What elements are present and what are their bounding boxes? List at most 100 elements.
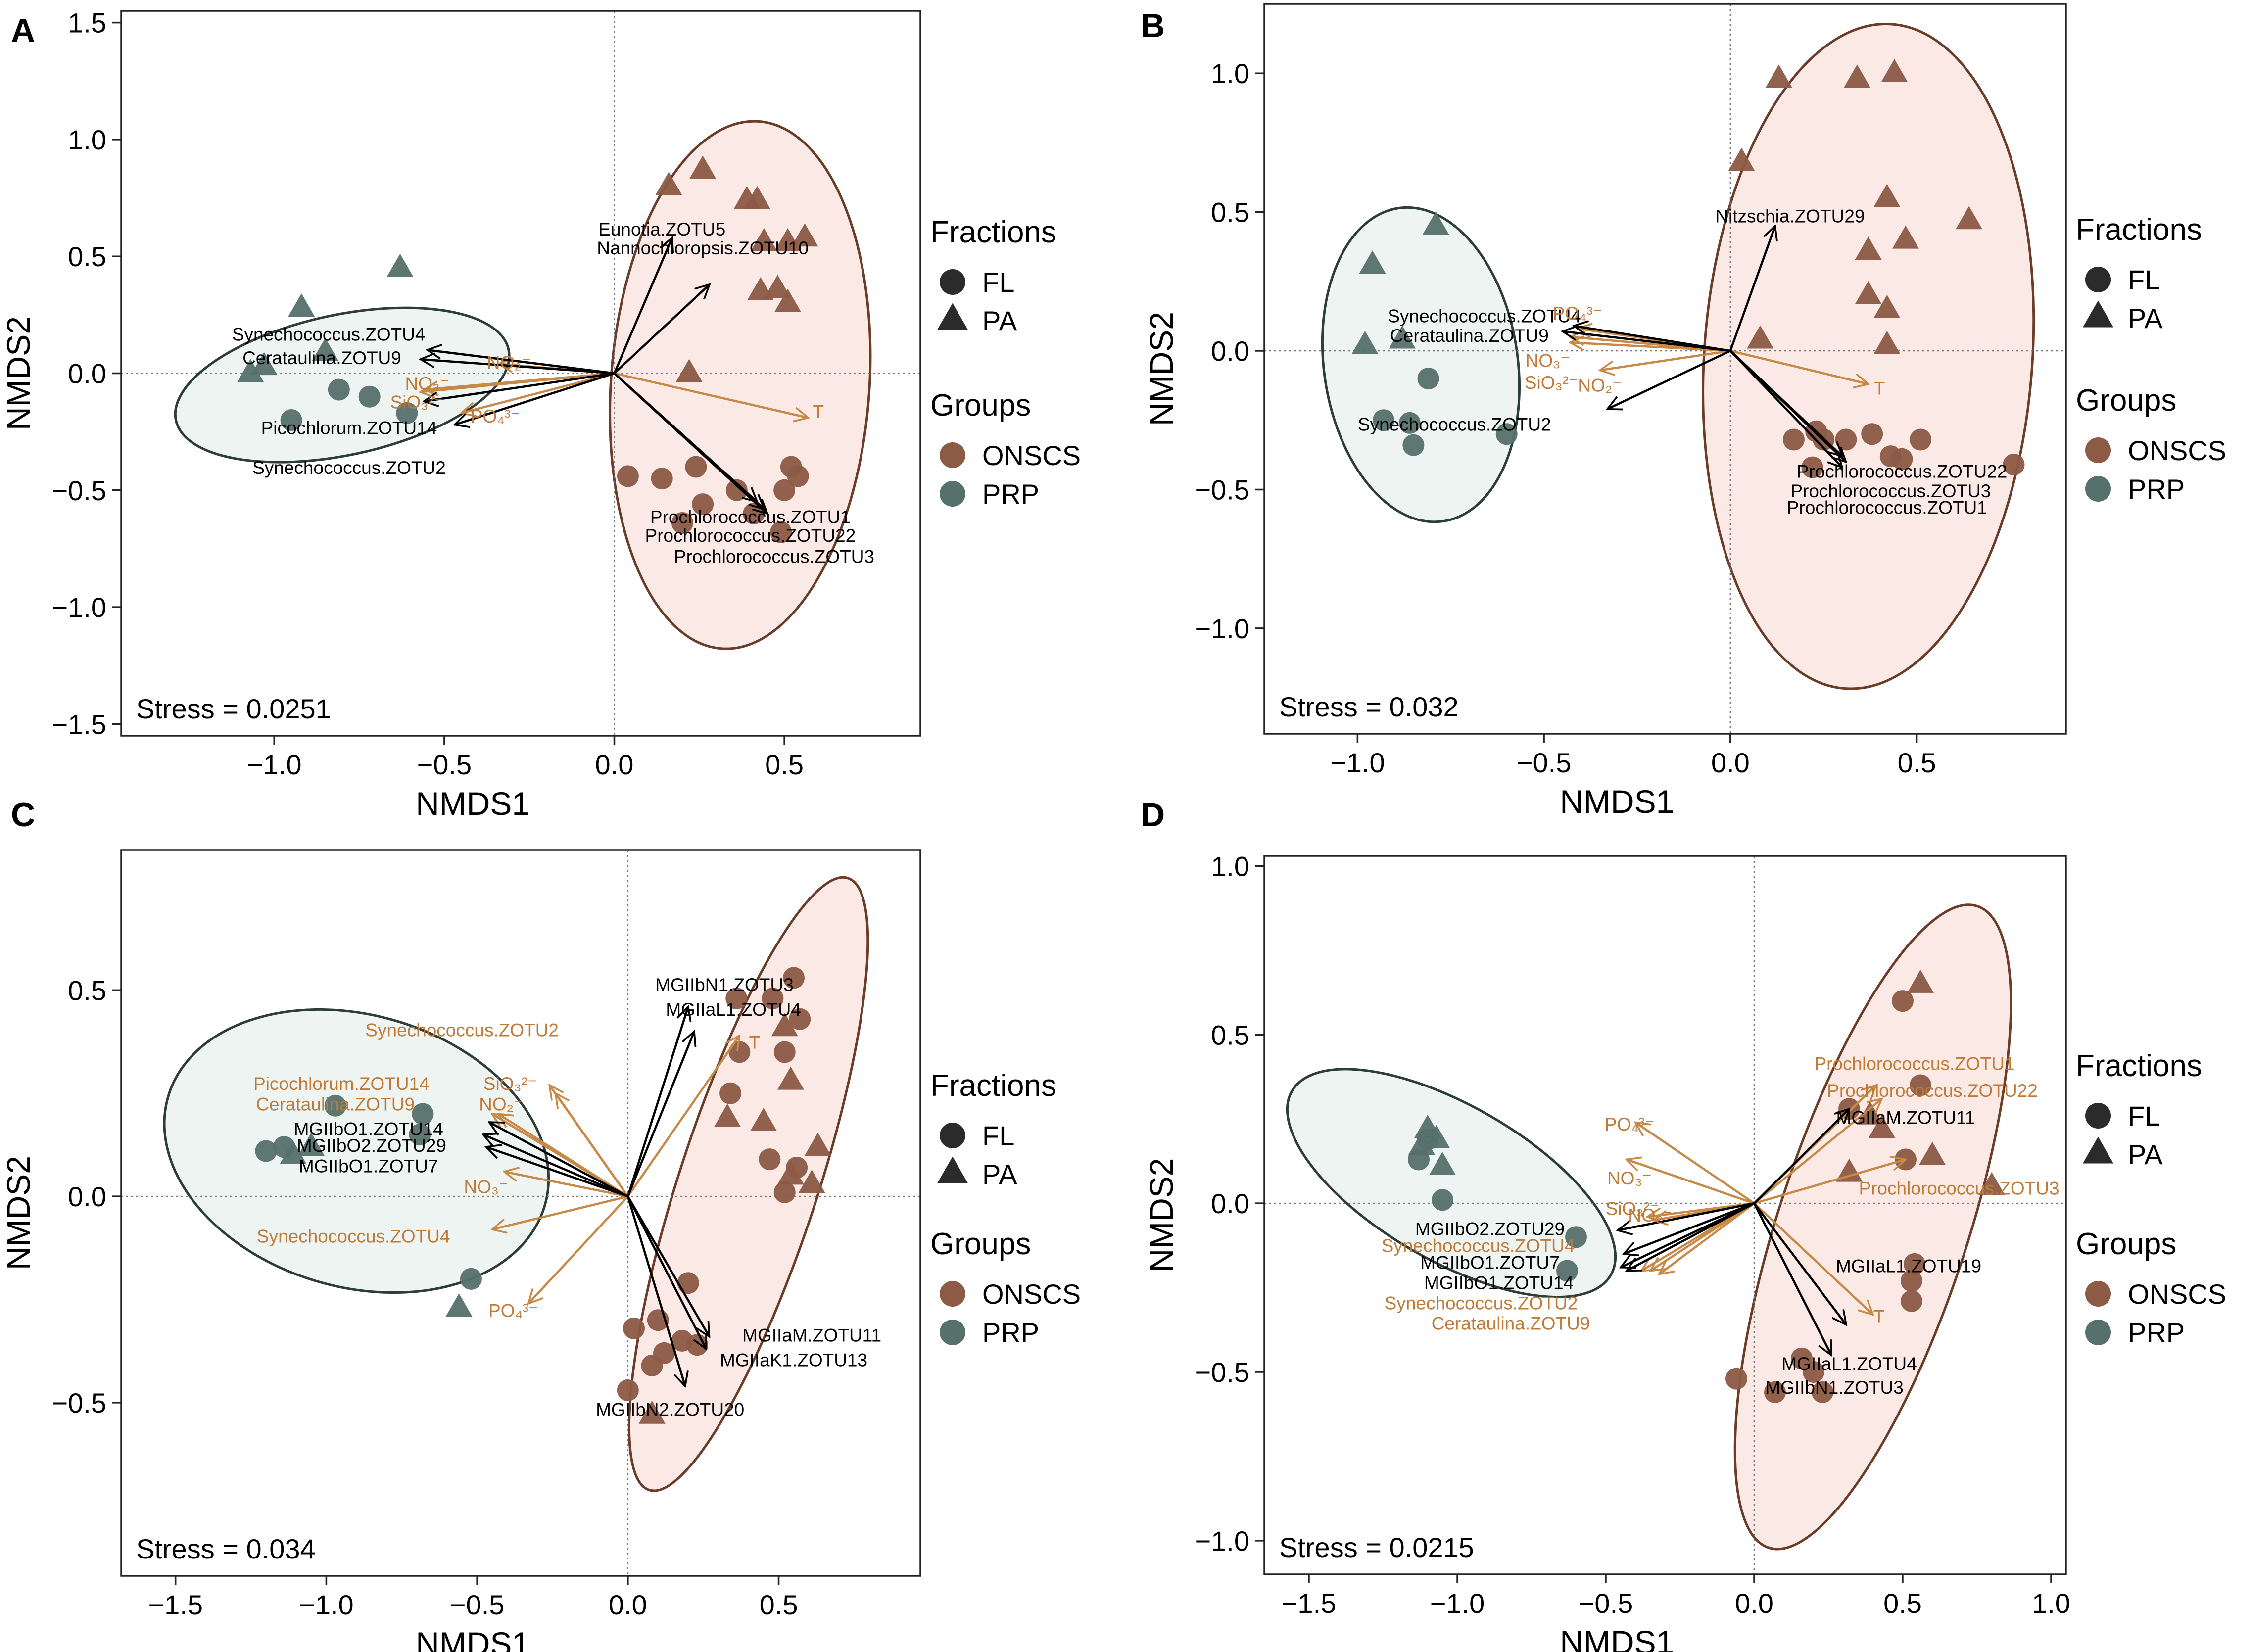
point-fl-onscs xyxy=(1891,448,1913,470)
legend-prp-symbol xyxy=(2085,1320,2111,1345)
species-label: MGIIbN1.ZOTU3 xyxy=(655,975,794,995)
legend-prp-label: PRP xyxy=(2128,473,2185,505)
point-pa-onscs xyxy=(675,359,703,382)
point-pa-onscs xyxy=(771,1013,798,1037)
species-label: Prochlorococcus.ZOTU1 xyxy=(650,507,851,527)
point-fl-prp xyxy=(1373,409,1395,431)
species-arrow xyxy=(421,359,615,375)
env-label: NO₂⁻ xyxy=(1628,1205,1672,1226)
env-label: SiO₃²⁻ xyxy=(1525,373,1579,393)
legend-pa-label: PA xyxy=(982,1159,1017,1190)
env-label: SiO₃²⁻ xyxy=(1606,1199,1660,1219)
point-pa-onscs xyxy=(1892,225,1919,249)
env-label: Synechococcus.ZOTU4 xyxy=(257,1226,450,1246)
y-tick-label: −1.0 xyxy=(1195,613,1249,644)
legend: Fractions FL PA Groups ONSCS PRP xyxy=(2076,213,2226,505)
y-axis-title: NMDS2 xyxy=(1143,312,1180,426)
point-pa-prp xyxy=(386,253,414,277)
point-pa-onscs xyxy=(1873,330,1901,354)
point-fl-prp xyxy=(460,1268,482,1290)
plot-area: Nitzschia.ZOTU29 Synechococcus.ZOTU4Cerat… xyxy=(1264,4,2066,734)
y-tick-label: 0.5 xyxy=(68,241,106,272)
point-fl-prp xyxy=(280,409,302,431)
species-arrow xyxy=(626,1007,688,1197)
species-label: MGIIaL1.ZOTU19 xyxy=(1836,1256,1981,1276)
x-tick-label: −0.5 xyxy=(450,1589,505,1620)
ellipse-prp xyxy=(163,1008,550,1294)
legend-onscs-symbol xyxy=(940,442,965,468)
env-arrow xyxy=(498,1114,629,1198)
point-fl-onscs xyxy=(651,468,673,490)
env-label: SiO₃²⁻ xyxy=(390,392,444,413)
x-tick-label: −1.0 xyxy=(299,1589,354,1620)
species-arrow xyxy=(1627,1202,1755,1272)
env-label: Cerataulina.ZOTU9 xyxy=(1432,1313,1590,1333)
legend-prp-label: PRP xyxy=(982,478,1039,510)
point-pa-prp xyxy=(297,1133,325,1156)
stress-label: Stress = 0.032 xyxy=(1279,691,1459,722)
legend-fl-label: FL xyxy=(982,1120,1014,1151)
legend-fractions-title: Fractions xyxy=(930,1069,1056,1103)
x-axis-title: NMDS1 xyxy=(1560,1624,1674,1652)
stress-label: Stress = 0.034 xyxy=(136,1533,316,1564)
point-fl-onscs xyxy=(1791,1347,1813,1369)
x-axis-title: NMDS1 xyxy=(1560,783,1674,820)
point-fl-prp xyxy=(1402,434,1425,456)
species-label: MGIIaM.ZOTU11 xyxy=(742,1325,881,1345)
y-tick-label: −1.5 xyxy=(51,708,106,740)
x-tick-label: 0.5 xyxy=(1898,747,1936,778)
species-arrow xyxy=(626,1196,685,1386)
legend: Fractions FL PA Groups ONSCS PRP xyxy=(930,1069,1081,1348)
env-label: Synechococcus.ZOTU2 xyxy=(365,1020,559,1040)
point-fl-prp xyxy=(396,402,418,424)
legend-fl-label: FL xyxy=(2128,1100,2160,1132)
species-label: MGIIbO1.ZOTU14 xyxy=(1424,1273,1574,1293)
point-fl-onscs xyxy=(1812,1381,1833,1403)
env-arrow xyxy=(1600,349,1731,370)
point-fl-onscs xyxy=(773,1041,796,1063)
env-arrow xyxy=(528,1195,629,1304)
env-label: Prochlorococcus.ZOTU3 xyxy=(1859,1179,2059,1199)
point-fl-onscs xyxy=(1901,1270,1922,1292)
env-label: NO₃⁻ xyxy=(405,374,449,394)
panel-border xyxy=(1263,3,2067,735)
y-tick-label: 1.0 xyxy=(1211,58,1249,89)
y-tick-label: −0.5 xyxy=(1195,1357,1249,1388)
env-label: Prochlorococcus.ZOTU22 xyxy=(1827,1081,2038,1101)
legend-fractions-title: Fractions xyxy=(930,215,1056,249)
species-label: MGIIbO2.ZOTU29 xyxy=(297,1135,446,1156)
point-pa-onscs xyxy=(777,1161,804,1185)
env-label: T xyxy=(1874,378,1885,398)
legend-onscs-label: ONSCS xyxy=(2128,435,2226,466)
ellipse-onscs xyxy=(609,120,872,650)
plot-area: MGIIbN1.ZOTU3 MGIIaL1.ZOTU4 MGIIbO1.ZOTU14… xyxy=(121,850,920,1576)
env-arrow xyxy=(1753,1099,1882,1204)
point-fl-prp xyxy=(328,378,350,401)
env-label: PO₄³⁻ xyxy=(1553,303,1602,324)
point-fl-prp xyxy=(409,1124,431,1146)
y-tick-label: −1.0 xyxy=(51,592,106,623)
point-pa-onscs xyxy=(1956,206,1983,230)
point-fl-prp xyxy=(1556,1260,1578,1282)
x-tick-label: −1.5 xyxy=(148,1589,203,1620)
y-tick-label: 1.5 xyxy=(68,7,106,39)
point-fl-onscs xyxy=(2003,453,2025,475)
point-fl-onscs xyxy=(1725,1368,1747,1390)
point-pa-onscs xyxy=(1873,294,1901,318)
species-label: Cerataulina.ZOTU9 xyxy=(1390,326,1549,346)
point-pa-onscs xyxy=(1873,184,1901,207)
x-tick-label: 0.0 xyxy=(609,1589,647,1620)
point-pa-onscs xyxy=(1881,59,1908,83)
x-tick-label: −1.5 xyxy=(1282,1588,1337,1619)
stress-label: Stress = 0.0215 xyxy=(1279,1532,1474,1563)
point-fl-onscs xyxy=(671,512,693,534)
panel-b: B Nitzschia.ZOTU29 Synechococcus.ZOTU4Cera… xyxy=(1141,3,2226,820)
point-pa-prp xyxy=(250,352,278,376)
point-fl-prp xyxy=(1495,423,1518,445)
species-arrow xyxy=(489,1121,628,1198)
point-fl-onscs xyxy=(641,1354,663,1376)
legend-prp-symbol xyxy=(940,1320,965,1345)
point-pa-onscs xyxy=(1855,281,1882,304)
